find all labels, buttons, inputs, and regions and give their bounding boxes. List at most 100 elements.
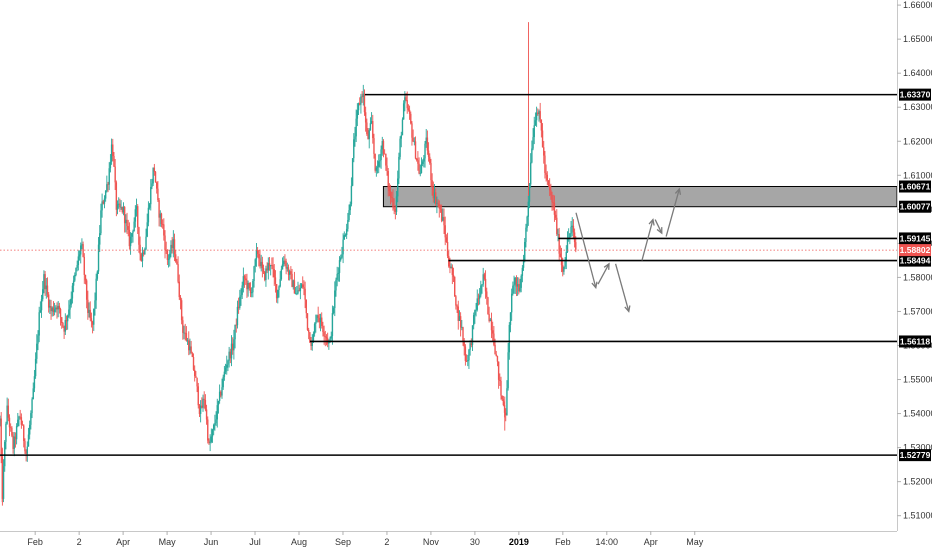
candle-body	[99, 233, 101, 245]
candle-body	[405, 97, 407, 101]
candle-body	[94, 300, 96, 309]
candle-body	[72, 280, 75, 286]
candle-body	[38, 312, 40, 336]
candle-body	[88, 309, 90, 313]
candle-body	[464, 346, 467, 361]
candle-body	[400, 135, 402, 139]
candle-body	[89, 309, 91, 319]
candle-body	[436, 202, 438, 204]
candle-body	[243, 276, 246, 279]
candle-body	[103, 198, 106, 204]
candle-body	[33, 376, 36, 389]
candle-body	[172, 239, 175, 249]
resistance-zone	[382, 185, 898, 208]
candle-body	[468, 349, 470, 361]
candle-body	[247, 283, 249, 290]
candle-body	[95, 278, 97, 301]
candle-body	[516, 284, 519, 287]
candle-body	[0, 418, 2, 457]
candle-body	[394, 208, 397, 212]
candle-body	[513, 284, 515, 286]
candle-body	[215, 419, 217, 424]
price-tick-label: 1.64000	[903, 68, 932, 78]
candle-body	[254, 259, 256, 267]
candle-body	[317, 315, 319, 318]
candle-body	[265, 268, 267, 280]
candle-body	[75, 267, 77, 275]
candle-body	[344, 235, 347, 236]
candle-body	[433, 192, 436, 199]
candle-body	[8, 417, 11, 428]
candle-body	[502, 399, 505, 406]
candle-body	[427, 150, 430, 157]
arrow-shaft[interactable]	[641, 219, 654, 261]
price-tag	[899, 449, 931, 462]
candle-body	[534, 120, 537, 126]
candle-body	[249, 288, 252, 294]
candle-body	[45, 285, 48, 290]
candle-body	[402, 103, 405, 120]
candle-body	[271, 265, 273, 266]
candle-body	[108, 168, 110, 185]
candle-body	[563, 266, 565, 272]
arrow-shaft[interactable]	[614, 263, 630, 312]
candle-body	[539, 111, 541, 120]
price-tick-label: 1.63000	[903, 102, 932, 112]
time-tick-label: Apr	[116, 537, 130, 547]
arrow-shaft[interactable]	[665, 188, 680, 237]
candle-body	[127, 226, 129, 230]
price-tick-label: 1.57000	[903, 306, 932, 316]
time-tick-label: May	[686, 537, 704, 547]
candle-body	[190, 346, 192, 354]
candle-body	[262, 268, 265, 272]
price-tick-label: 1.55000	[903, 375, 932, 385]
price-tick-label: 1.58000	[903, 272, 932, 282]
candle-body	[96, 271, 99, 279]
arrow-shaft[interactable]	[597, 263, 610, 285]
candle-body	[414, 141, 417, 159]
candle-body	[490, 319, 493, 331]
candle-body	[338, 260, 341, 273]
candle-body	[186, 340, 189, 342]
candle-body	[161, 223, 164, 225]
candle-body	[380, 149, 382, 161]
time-axis-ticks[interactable]: Feb 2 Apr May Jun Jul Aug Sep 2 Nov 30 2019 Feb 14:00…	[27, 531, 704, 547]
candle-body	[13, 436, 15, 449]
candle-body	[419, 172, 421, 174]
candle-body	[278, 286, 280, 291]
candle-body	[336, 273, 338, 280]
arrow-shaft[interactable]	[575, 212, 597, 288]
candle-body	[478, 295, 481, 299]
candle-body	[378, 161, 380, 167]
candle-body	[71, 285, 74, 299]
arrow-shaft[interactable]	[654, 219, 663, 234]
candle-body	[469, 343, 471, 350]
candle-body	[522, 261, 525, 268]
price-tag	[899, 244, 931, 257]
candle-body	[259, 258, 261, 267]
candle-body	[201, 405, 203, 408]
candle-body	[196, 377, 198, 387]
candle-body	[268, 263, 271, 267]
candle-body	[316, 315, 318, 323]
candle-body	[366, 122, 368, 135]
time-tick-label: Sep	[335, 537, 351, 547]
candle-body	[131, 233, 133, 237]
candle-body	[241, 285, 243, 295]
candle-body	[277, 290, 279, 299]
candle-body	[383, 153, 386, 155]
candle-body	[450, 266, 452, 269]
candle-body	[401, 119, 404, 136]
candle-body	[43, 274, 45, 290]
candle-body	[78, 254, 81, 257]
candle-body	[188, 340, 190, 351]
candle-body	[153, 167, 156, 172]
candle-body	[311, 342, 313, 347]
candle-body	[319, 317, 322, 323]
candle-body	[165, 249, 167, 251]
candle-body	[471, 325, 474, 345]
candle-body	[76, 265, 78, 268]
candle-body	[170, 244, 172, 254]
candle-body	[11, 427, 13, 436]
